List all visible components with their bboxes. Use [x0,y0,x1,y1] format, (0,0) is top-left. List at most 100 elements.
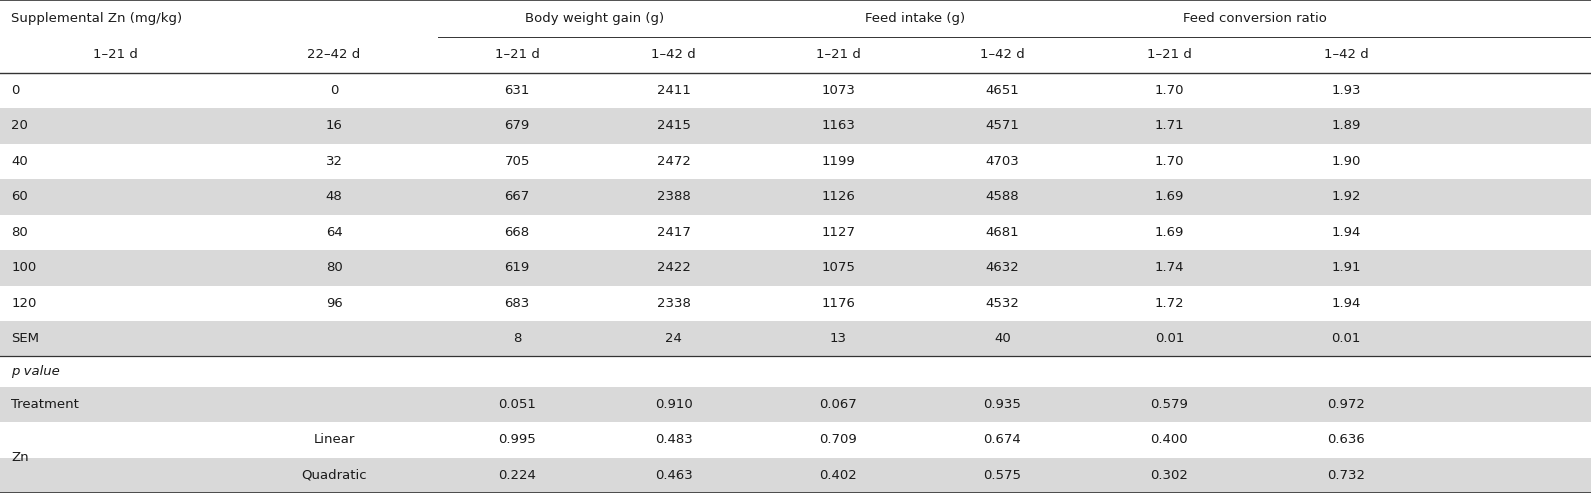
Text: 1–42 d: 1–42 d [651,48,697,62]
Text: 40: 40 [994,332,1010,345]
Text: 2411: 2411 [657,84,690,97]
Text: Supplemental Zn (mg/kg): Supplemental Zn (mg/kg) [11,12,183,25]
Text: Quadratic: Quadratic [301,469,368,482]
Text: 0.709: 0.709 [819,433,858,446]
Text: 0.732: 0.732 [1327,469,1365,482]
Text: 0.579: 0.579 [1150,398,1188,411]
Text: 1.70: 1.70 [1155,155,1184,168]
Text: 1.72: 1.72 [1155,297,1184,310]
Text: 1.94: 1.94 [1332,226,1360,239]
Text: Feed intake (g): Feed intake (g) [866,12,964,25]
Text: 4532: 4532 [985,297,1020,310]
Text: 705: 705 [504,155,530,168]
Bar [0,143,1591,179]
Text: 0.067: 0.067 [819,398,858,411]
Bar [0,250,1591,285]
Text: 32: 32 [326,155,342,168]
Text: 4588: 4588 [985,190,1020,203]
Text: 1176: 1176 [821,297,856,310]
Text: 1075: 1075 [821,261,856,274]
Text: 16: 16 [326,119,342,133]
Bar [0,387,1591,422]
Text: 60: 60 [11,190,29,203]
Text: 13: 13 [831,332,846,345]
Text: 1.94: 1.94 [1332,297,1360,310]
Text: 2338: 2338 [657,297,690,310]
Text: 2422: 2422 [657,261,690,274]
Text: 0.910: 0.910 [655,398,692,411]
Text: 1.69: 1.69 [1155,190,1184,203]
Text: 1–42 d: 1–42 d [980,48,1025,62]
Text: 0.400: 0.400 [1150,433,1188,446]
Text: Linear: Linear [313,433,355,446]
Text: 683: 683 [504,297,530,310]
Text: 0.995: 0.995 [498,433,536,446]
Bar [0,321,1591,356]
Text: 4632: 4632 [985,261,1020,274]
Bar [0,285,1591,321]
Text: 0.051: 0.051 [498,398,536,411]
Text: Treatment: Treatment [11,398,80,411]
Text: Zn: Zn [11,451,29,464]
Text: 0.674: 0.674 [983,433,1021,446]
Text: 679: 679 [504,119,530,133]
Text: 1126: 1126 [821,190,856,203]
Text: 4571: 4571 [985,119,1020,133]
Text: 48: 48 [326,190,342,203]
Bar [0,72,1591,108]
Text: 2472: 2472 [657,155,690,168]
Text: 1–21 d: 1–21 d [816,48,861,62]
Text: SEM: SEM [11,332,40,345]
Text: 80: 80 [326,261,342,274]
Text: 24: 24 [665,332,683,345]
Bar [0,356,1591,387]
Text: 4651: 4651 [985,84,1020,97]
Text: 1.92: 1.92 [1332,190,1360,203]
Text: 80: 80 [11,226,29,239]
Text: 8: 8 [512,332,522,345]
Text: 0.224: 0.224 [498,469,536,482]
Text: 1–21 d: 1–21 d [92,48,138,62]
Text: 1.69: 1.69 [1155,226,1184,239]
Text: 0.935: 0.935 [983,398,1021,411]
Text: 96: 96 [326,297,342,310]
Bar [0,179,1591,214]
Text: 1163: 1163 [821,119,856,133]
Text: 0: 0 [329,84,339,97]
Text: 1–21 d: 1–21 d [495,48,539,62]
Text: 120: 120 [11,297,37,310]
Text: 1073: 1073 [821,84,856,97]
Text: 4681: 4681 [985,226,1020,239]
Text: 631: 631 [504,84,530,97]
Text: 2417: 2417 [657,226,690,239]
Text: 1.91: 1.91 [1332,261,1360,274]
Text: 100: 100 [11,261,37,274]
Text: Body weight gain (g): Body weight gain (g) [525,12,663,25]
Text: 1–42 d: 1–42 d [1324,48,1368,62]
Text: 0.302: 0.302 [1150,469,1188,482]
Text: 668: 668 [504,226,530,239]
Text: 1.70: 1.70 [1155,84,1184,97]
Text: 619: 619 [504,261,530,274]
Text: 0.01: 0.01 [1155,332,1184,345]
Text: 1199: 1199 [821,155,856,168]
Text: 2415: 2415 [657,119,690,133]
Text: 0.483: 0.483 [655,433,692,446]
Text: 1.71: 1.71 [1155,119,1184,133]
Text: Feed conversion ratio: Feed conversion ratio [1184,12,1327,25]
Text: 1127: 1127 [821,226,856,239]
Text: 4703: 4703 [985,155,1020,168]
Text: 2388: 2388 [657,190,690,203]
Text: 0.972: 0.972 [1327,398,1365,411]
Text: 1.89: 1.89 [1332,119,1360,133]
Text: 667: 667 [504,190,530,203]
Text: 22–42 d: 22–42 d [307,48,361,62]
Text: 0: 0 [11,84,19,97]
Bar [0,422,1591,458]
Text: 1.90: 1.90 [1332,155,1360,168]
Text: 40: 40 [11,155,29,168]
Bar [0,458,1591,493]
Text: 1.74: 1.74 [1155,261,1184,274]
Text: 20: 20 [11,119,29,133]
Text: 64: 64 [326,226,342,239]
